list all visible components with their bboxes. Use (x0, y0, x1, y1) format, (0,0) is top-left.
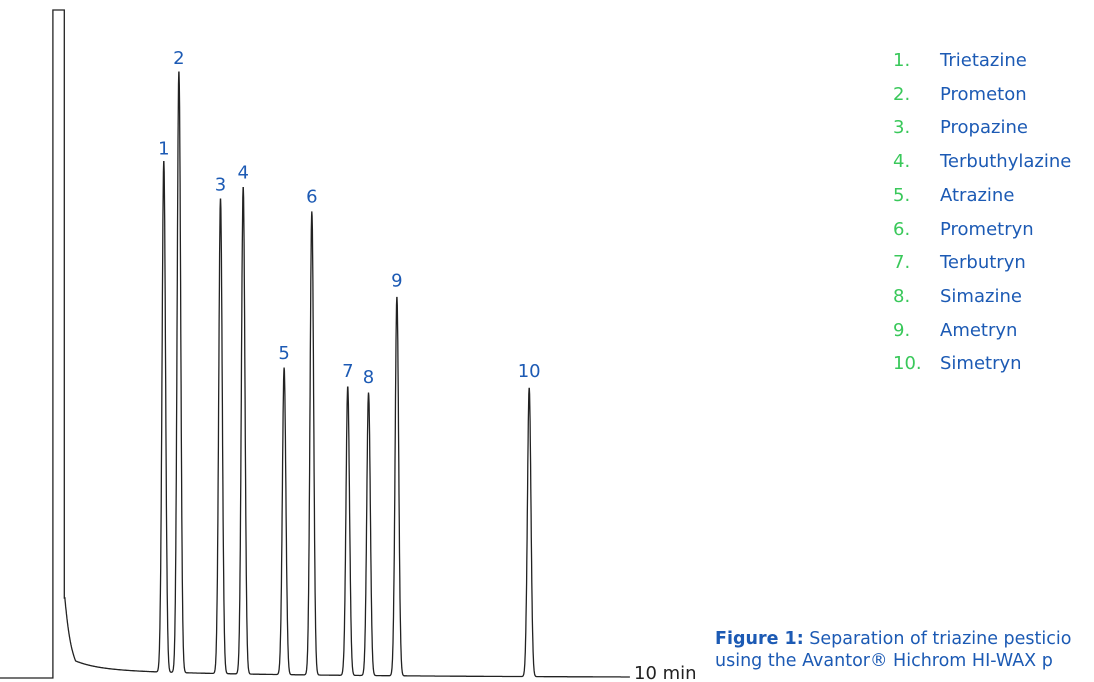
legend-number: 3. (893, 117, 911, 139)
legend-item: 10. Simetryn (893, 347, 1071, 381)
legend-item: 6. Prometryn (893, 213, 1071, 247)
x-axis-end-label: 10 min (634, 663, 697, 682)
peak-label-7: 7 (342, 361, 353, 382)
legend: 1. Trietazine 2. Prometon 3. Propazine 4. Terbu… (893, 44, 1071, 381)
figure-caption: Figure 1: Separation of triazine pestici… (715, 628, 1094, 672)
caption-line-2: using the Avantor® Hichrom HI-WAX p (715, 651, 1053, 671)
legend-item: 8. Simazine (893, 280, 1071, 314)
peak-label-2: 2 (173, 48, 184, 69)
legend-compound-name: Simetryn (940, 353, 1022, 375)
caption-label: Figure 1: (715, 629, 804, 649)
legend-item: 1. Trietazine (893, 44, 1071, 78)
peak-label-6: 6 (306, 187, 317, 208)
legend-compound-name: Propazine (940, 117, 1028, 139)
legend-number: 4. (893, 151, 911, 173)
chromatogram-trace (0, 9, 630, 679)
peak-label-1: 1 (158, 138, 169, 159)
legend-number: 9. (893, 319, 911, 341)
legend-number: 8. (893, 285, 911, 307)
legend-compound-name: Ametryn (940, 319, 1018, 341)
legend-compound-name: Trietazine (940, 50, 1027, 71)
legend-item: 9. Ametryn (893, 314, 1071, 348)
peak-label-5: 5 (278, 343, 289, 364)
legend-compound-name: Prometryn (940, 218, 1034, 240)
legend-number: 1. (893, 50, 911, 71)
legend-item: 4. Terbuthylazine (893, 145, 1071, 179)
legend-compound-name: Prometon (940, 83, 1027, 105)
peak-label-8: 8 (363, 367, 374, 388)
peak-label-3: 3 (215, 174, 226, 195)
legend-number: 7. (893, 252, 911, 274)
legend-compound-name: Simazine (940, 285, 1022, 307)
legend-number: 10. (893, 353, 922, 375)
peak-label-9: 9 (391, 271, 402, 292)
legend-item: 7. Terbutryn (893, 246, 1071, 280)
legend-number: 5. (893, 184, 911, 206)
legend-number: 2. (893, 83, 911, 105)
legend-number: 6. (893, 218, 911, 240)
legend-compound-name: Terbuthylazine (940, 151, 1072, 173)
legend-compound-name: Terbutryn (940, 252, 1026, 274)
peak-label-4: 4 (237, 162, 248, 183)
legend-item: 5. Atrazine (893, 179, 1071, 213)
caption-line-1: Separation of triazine pesticio (803, 629, 1072, 649)
legend-item: 3. Propazine (893, 111, 1071, 145)
legend-item: 2. Prometon (893, 78, 1071, 112)
peak-label-10: 10 (518, 361, 541, 382)
legend-compound-name: Atrazine (940, 184, 1015, 206)
